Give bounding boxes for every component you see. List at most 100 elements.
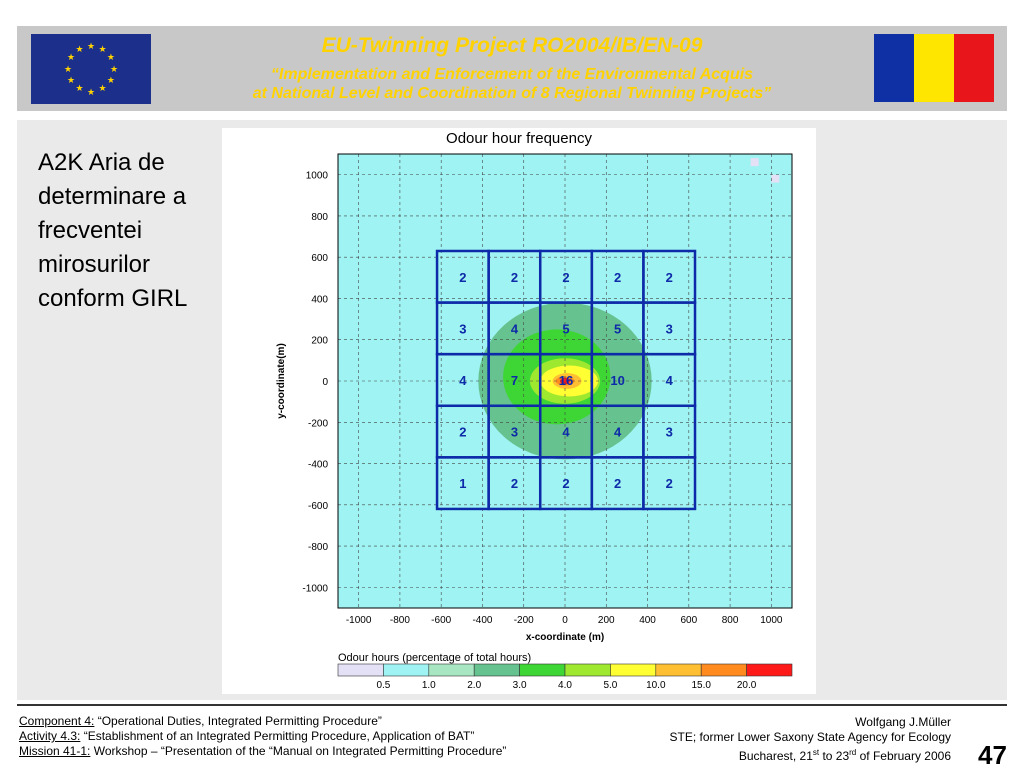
caption-line: A2K Aria de (38, 149, 165, 176)
odour-contour (560, 377, 570, 385)
y-tick-label: 1000 (306, 171, 329, 182)
romania-flag-logo (874, 34, 994, 102)
eu-star-icon: ★ (75, 43, 84, 54)
x-tick-label: -400 (472, 615, 492, 626)
evaluation-cell-value: 2 (562, 476, 569, 491)
eu-star-icon: ★ (86, 40, 96, 51)
activity-label: Activity 4.3: (19, 729, 81, 743)
evaluation-cell-value: 2 (511, 270, 518, 285)
author-agency: STE; former Lower Saxony State Agency fo… (669, 730, 951, 744)
eu-star-icon: ★ (106, 52, 115, 62)
legend-break-label: 10.0 (646, 680, 666, 691)
x-tick-label: -800 (390, 615, 410, 626)
legend-swatch (610, 663, 657, 677)
eu-star-icon: ★ (106, 75, 115, 85)
y-tick-label: -600 (308, 501, 328, 512)
legend-break-label: 1.0 (422, 680, 436, 691)
eu-star-icon: ★ (63, 63, 73, 74)
eu-star-icon: ★ (86, 86, 96, 97)
x-tick-label: 1000 (760, 615, 783, 626)
y-tick-label: -400 (308, 460, 328, 471)
x-tick-label: 400 (639, 615, 656, 626)
caption-line: frecventei (38, 217, 143, 244)
eu-flag-logo: ★ ★ ★ ★ ★ ★ ★ ★ ★ ★ ★ ★ (31, 34, 151, 104)
y-tick-label: -1000 (302, 583, 328, 594)
odour-cell (771, 174, 780, 183)
evaluation-cell-value: 2 (614, 476, 621, 491)
place-mid: to 23 (819, 749, 850, 763)
legend-break-label: 0.5 (376, 680, 390, 691)
evaluation-cell-value: 7 (511, 373, 518, 388)
eu-star-icon: ★ (75, 83, 84, 94)
x-tick-label: -200 (514, 615, 534, 626)
y-tick-label: 0 (322, 377, 328, 388)
y-tick-label: 200 (311, 336, 328, 347)
y-tick-label: 400 (311, 294, 328, 305)
legend-swatch (564, 663, 611, 677)
legend-break-label: 5.0 (603, 680, 617, 691)
caption-line: determinare a (38, 183, 187, 210)
event-place-date: Bucharest, 21st to 23rd of February 2006 (670, 745, 951, 764)
legend-swatch (655, 663, 702, 677)
place-sup-st: st (812, 748, 820, 757)
evaluation-cell-value: 4 (459, 373, 467, 388)
y-tick-label: -800 (308, 542, 328, 553)
legend-title: Odour hours (percentage of total hours) (338, 652, 531, 664)
legend-break-label: 2.0 (467, 680, 481, 691)
x-tick-label: 800 (722, 615, 739, 626)
evaluation-cell-value: 3 (511, 425, 518, 440)
project-title: EU-Twinning Project RO2004/IB/EN-09 (321, 34, 703, 57)
legend-swatch (337, 663, 384, 677)
x-tick-label: -1000 (346, 615, 372, 626)
eu-star-icon: ★ (98, 83, 107, 94)
x-tick-label: 0 (562, 615, 568, 626)
mission-text: Workshop – “Presentation of the “Manual … (90, 744, 507, 758)
ro-flag-yellow-stripe (914, 34, 954, 102)
plot-frame (337, 153, 793, 609)
evaluation-cell-value: 5 (562, 321, 569, 336)
project-subtitle-line1: “Implementation and Enforcement of the E… (270, 66, 754, 83)
component-text: “Operational Duties, Integrated Permitti… (94, 714, 382, 728)
odour-plot-panel: Odour hour frequency -1000 -800 -600 -400 -2… (222, 128, 816, 694)
y-axis-label: y-coordinate(m) (276, 343, 287, 419)
x-tick-label: -600 (431, 615, 451, 626)
eu-star-icon: ★ (67, 52, 76, 62)
evaluation-cell-value: 2 (666, 270, 673, 285)
eu-star-icon: ★ (67, 75, 76, 85)
evaluation-cell-value: 2 (666, 476, 673, 491)
y-tick-label: 600 (311, 253, 328, 264)
evaluation-cell-value: 4 (614, 425, 622, 440)
project-subtitle-line2: at National Level and Coordination of 8 … (252, 85, 772, 102)
caption-line: mirosurilor (38, 251, 151, 278)
evaluation-cell-value: 2 (459, 270, 466, 285)
evaluation-cell-value: 4 (511, 321, 519, 336)
evaluation-grid-cell (642, 456, 697, 511)
place-sup-rd: rd (849, 748, 857, 757)
chart-title: Odour hour frequency (446, 130, 592, 147)
header-bar: ★ ★ ★ ★ ★ ★ ★ ★ ★ ★ ★ ★ EU-Twinning Project RO2004/… (17, 26, 1007, 111)
evaluation-cell-value: 4 (666, 373, 674, 388)
evaluation-cell-value: 4 (562, 425, 570, 440)
evaluation-cell-value: 2 (511, 476, 518, 491)
page-number: 47 (978, 740, 1007, 768)
legend-break-label: 15.0 (691, 680, 711, 691)
evaluation-cell-value: 5 (614, 321, 621, 336)
legend-swatch (746, 663, 793, 677)
author-name: Wolfgang J.Müller (855, 715, 951, 729)
legend-swatch (473, 663, 520, 677)
place-prefix: Bucharest, 21 (738, 749, 813, 763)
odour-heatmap-chart: -1000 -800 -600 -400 -200 0 200 400 600 800 100010… (276, 153, 793, 691)
legend-break-label: 3.0 (513, 680, 527, 691)
evaluation-cell-value: 1 (459, 476, 466, 491)
eu-star-icon: ★ (98, 43, 107, 54)
legend-swatch (700, 663, 747, 677)
legend-swatch (519, 663, 566, 677)
y-tick-label: 800 (311, 212, 328, 223)
evaluation-cell-value: 2 (459, 425, 466, 440)
evaluation-cell-value: 3 (666, 425, 673, 440)
legend-break-label: 20.0 (737, 680, 757, 691)
legend-swatch (383, 663, 430, 677)
activity-text: “Establishment of an Integrated Permitti… (80, 729, 475, 743)
evaluation-cell-value: 16 (559, 373, 573, 388)
footer-mission-line: Mission 41-1: Workshop – “Presentation o… (19, 744, 506, 759)
